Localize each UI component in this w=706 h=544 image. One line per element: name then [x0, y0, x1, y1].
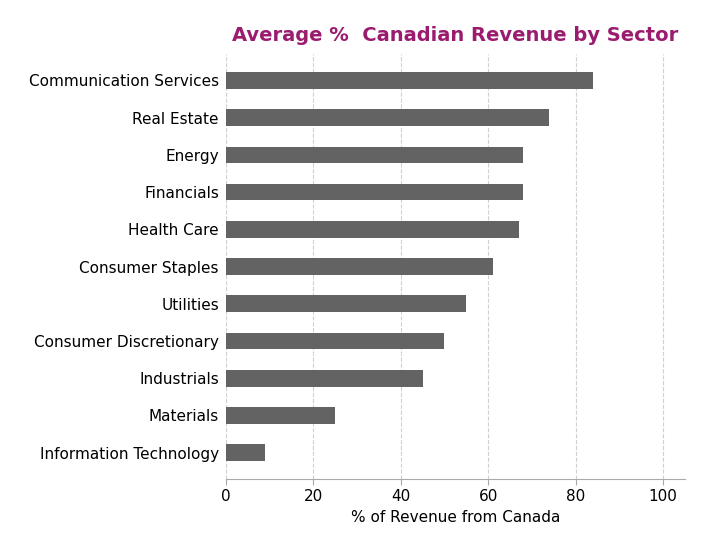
Title: Average %  Canadian Revenue by Sector: Average % Canadian Revenue by Sector — [232, 26, 678, 45]
Bar — [226, 109, 549, 126]
Bar — [226, 407, 335, 424]
Bar — [226, 72, 593, 89]
Bar — [226, 221, 519, 238]
Bar — [226, 332, 445, 349]
Bar — [226, 370, 423, 387]
Bar — [226, 444, 265, 461]
Bar — [226, 184, 523, 201]
Bar — [226, 258, 493, 275]
X-axis label: % of Revenue from Canada: % of Revenue from Canada — [351, 510, 560, 525]
Bar — [226, 146, 523, 163]
Bar — [226, 295, 466, 312]
